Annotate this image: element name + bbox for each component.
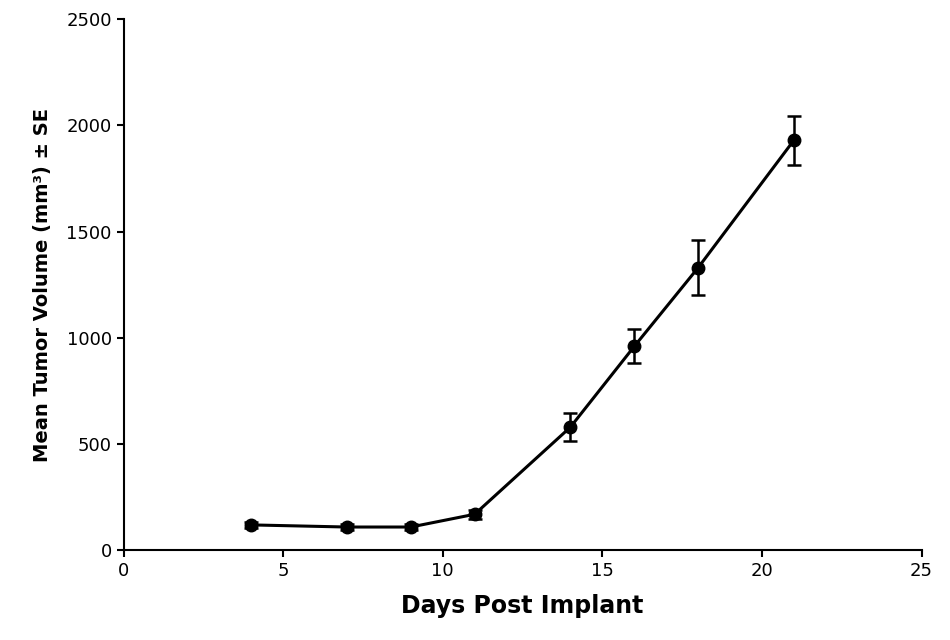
- X-axis label: Days Post Implant: Days Post Implant: [401, 594, 644, 618]
- Y-axis label: Mean Tumor Volume (mm³) ± SE: Mean Tumor Volume (mm³) ± SE: [33, 108, 52, 462]
